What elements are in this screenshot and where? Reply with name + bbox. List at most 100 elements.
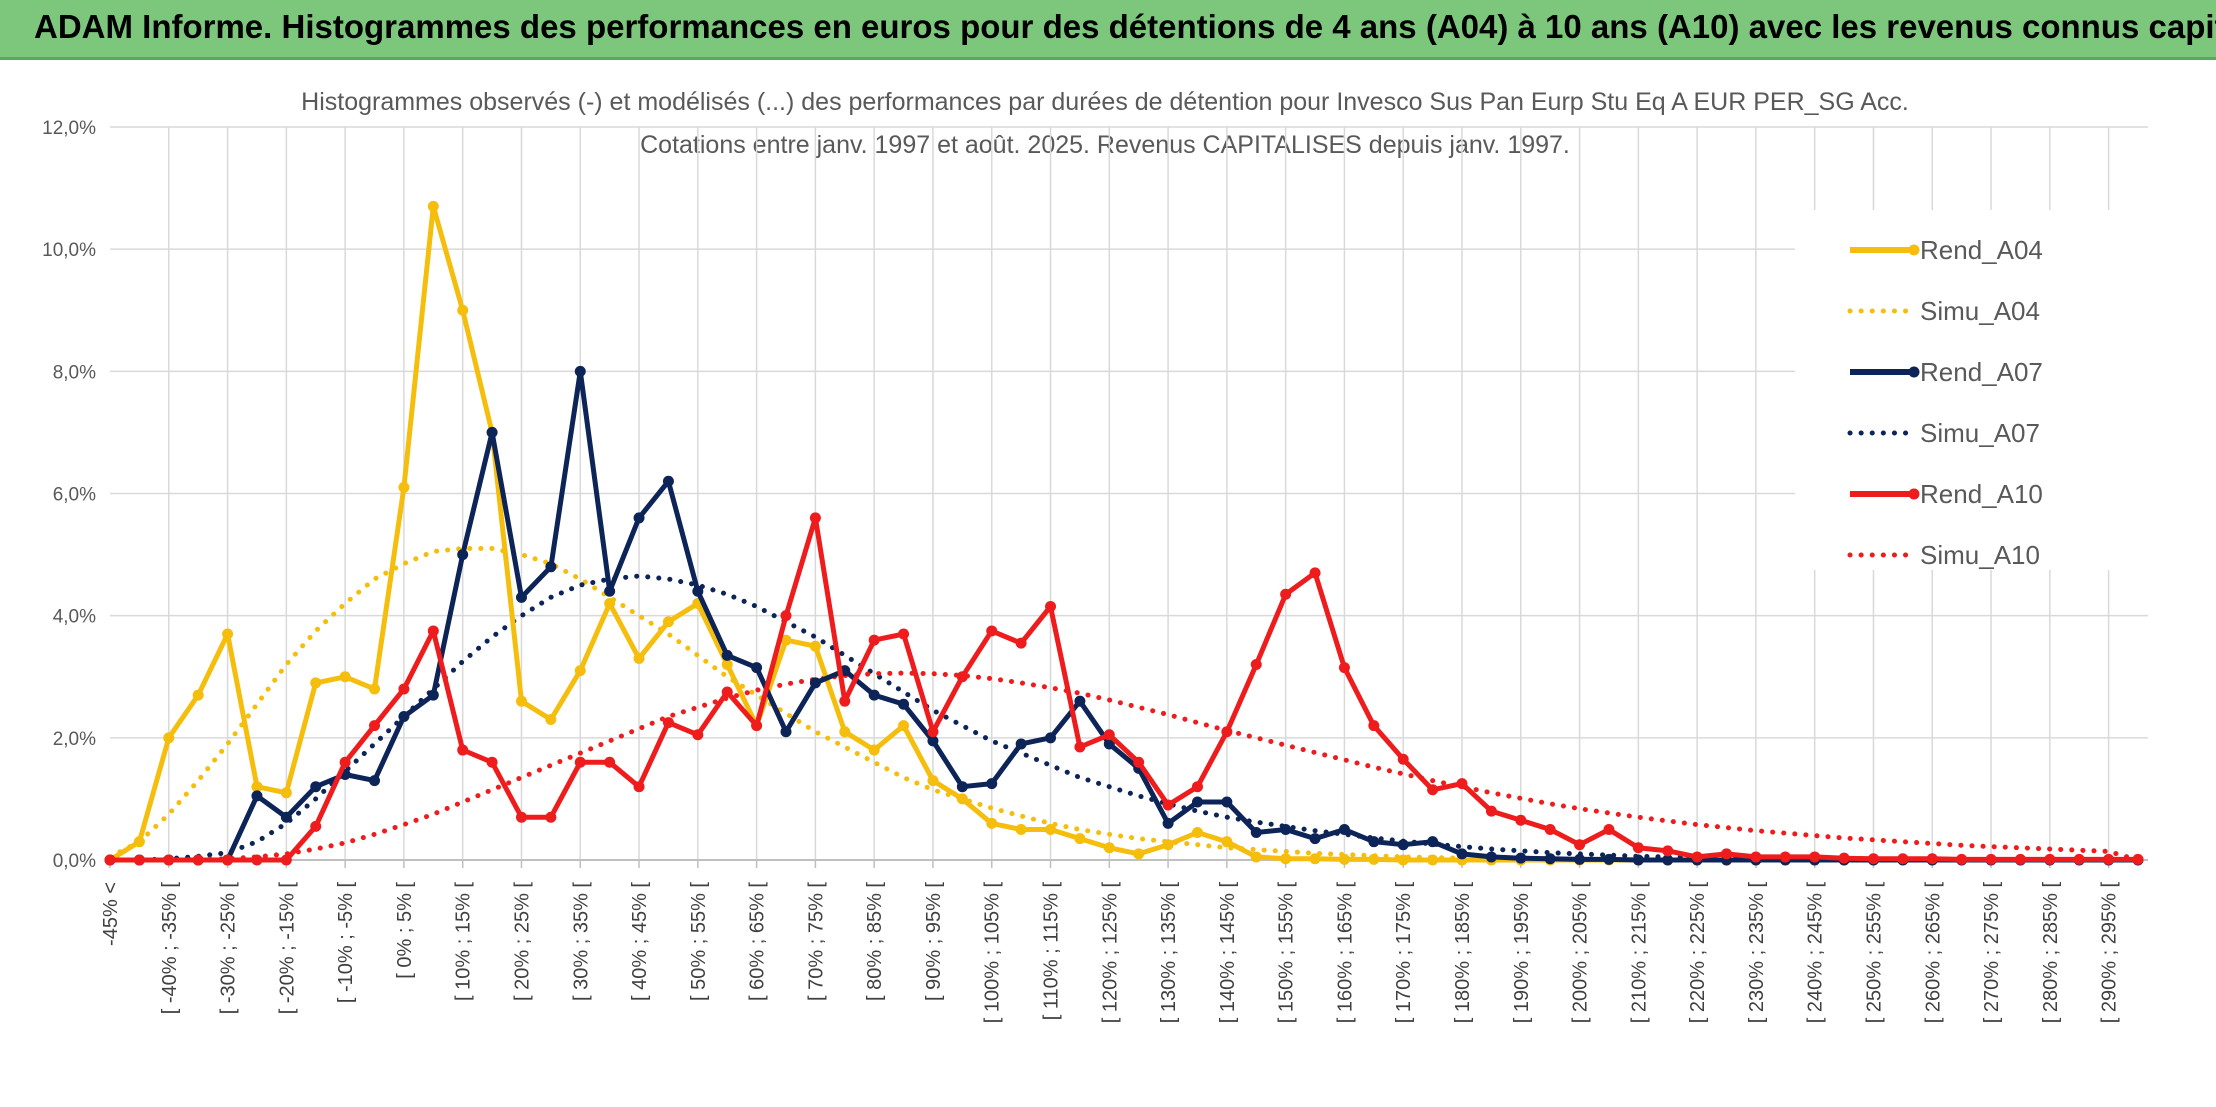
data-point-Rend_A07 xyxy=(486,426,498,438)
x-tick-label: [ 0% ; 5% [ xyxy=(394,882,416,979)
data-point-Rend_A07 xyxy=(1074,695,1086,707)
data-point-Rend_A04 xyxy=(222,628,234,640)
data-point-Rend_A10 xyxy=(1485,805,1497,817)
data-point-Rend_A10 xyxy=(133,854,145,866)
series-line-Rend_A07 xyxy=(110,368,2138,863)
data-point-Rend_A04 xyxy=(721,659,733,671)
data-point-Rend_A10 xyxy=(986,625,998,637)
x-tick-label: [ 110% ; 115% [ xyxy=(1041,882,1063,1021)
data-point-Rend_A07 xyxy=(721,649,733,661)
data-point-Rend_A10 xyxy=(1632,842,1644,854)
data-point-Rend_A04 xyxy=(1133,848,1145,860)
data-point-Rend_A10 xyxy=(839,695,851,707)
data-point-Rend_A10 xyxy=(1133,756,1145,768)
data-point-Rend_A07 xyxy=(1191,796,1203,808)
data-point-Rend_A07 xyxy=(1280,823,1292,835)
data-point-Rend_A10 xyxy=(604,756,616,768)
y-tick-label: 10,0% xyxy=(42,240,96,261)
data-point-Rend_A07 xyxy=(1662,854,1674,866)
report-title: ADAM Informe. Histogrammes des performan… xyxy=(34,8,2216,45)
y-tick-label: 8,0% xyxy=(53,362,96,383)
x-tick-label: [ 100% ; 105% [ xyxy=(982,882,1004,1024)
data-point-Rend_A04 xyxy=(545,714,557,726)
data-point-Rend_A10 xyxy=(2044,853,2056,865)
data-point-Rend_A10 xyxy=(398,683,410,695)
data-point-Rend_A10 xyxy=(1926,853,1938,865)
data-point-Rend_A04 xyxy=(339,671,351,683)
data-point-Rend_A10 xyxy=(2073,853,2085,865)
series-line-Simu_A10 xyxy=(107,670,2141,863)
data-point-Rend_A04 xyxy=(251,781,263,793)
y-tick-label: 0,0% xyxy=(53,851,96,872)
x-tick-label: [ 140% ; 145% [ xyxy=(1217,882,1239,1024)
data-point-Rend_A10 xyxy=(1015,637,1027,649)
data-point-Rend_A07 xyxy=(1574,853,1586,865)
data-point-Rend_A10 xyxy=(2132,853,2144,865)
data-point-Rend_A04 xyxy=(192,689,204,701)
data-point-Rend_A10 xyxy=(956,671,968,683)
legend-background xyxy=(1795,210,2155,570)
data-point-Rend_A07 xyxy=(1456,848,1468,860)
data-point-Rend_A10 xyxy=(280,854,292,866)
x-tick-label: [ 20% ; 25% [ xyxy=(511,882,533,1001)
data-point-Rend_A10 xyxy=(868,634,880,646)
data-point-Rend_A07 xyxy=(809,677,821,689)
x-tick-label: [ 240% ; 245% [ xyxy=(1805,882,1827,1024)
data-point-Rend_A07 xyxy=(751,662,763,674)
series-line-Rend_A10 xyxy=(110,515,2138,863)
y-tick-label: 12,0% xyxy=(42,118,96,139)
x-tick-label: [ 260% ; 265% [ xyxy=(1922,882,1944,1024)
data-point-Rend_A04 xyxy=(280,787,292,799)
series-line-Simu_A07 xyxy=(107,573,2141,863)
data-point-Rend_A07 xyxy=(898,698,910,710)
data-point-Rend_A10 xyxy=(1045,601,1057,613)
data-point-Rend_A07 xyxy=(986,778,998,790)
data-point-Rend_A10 xyxy=(2103,853,2115,865)
data-point-Rend_A10 xyxy=(222,854,234,866)
data-point-Rend_A04 xyxy=(633,652,645,664)
series-layer xyxy=(104,200,2144,866)
data-point-Rend_A07 xyxy=(1485,851,1497,863)
legend: Rend_A04 Simu_A04 Rend_A07 Simu_A07 Rend_A10… xyxy=(1795,210,2155,570)
data-point-Rend_A04 xyxy=(369,683,381,695)
data-point-Rend_A04 xyxy=(574,665,586,677)
data-point-Rend_A10 xyxy=(1515,814,1527,826)
data-point-Rend_A10 xyxy=(339,756,351,768)
data-point-Rend_A07 xyxy=(1221,796,1233,808)
data-point-Rend_A10 xyxy=(1162,799,1174,811)
report-banner: ADAM Informe. Histogrammes des performan… xyxy=(0,0,2216,60)
legend-label: Rend_A10 xyxy=(1920,479,2043,509)
legend-label: Simu_A04 xyxy=(1920,296,2040,326)
data-point-Rend_A07 xyxy=(427,689,439,701)
data-point-Rend_A10 xyxy=(1397,753,1409,765)
data-point-Rend_A04 xyxy=(1162,839,1174,851)
data-point-Rend_A04 xyxy=(927,775,939,787)
data-point-Rend_A07 xyxy=(515,591,527,603)
data-point-Rend_A10 xyxy=(545,811,557,823)
y-tick-label: 4,0% xyxy=(53,607,96,628)
x-tick-label: [ 270% ; 275% [ xyxy=(1981,882,2003,1024)
chart-title-line2: Cotations entre janv. 1997 et août. 2025… xyxy=(640,131,1570,159)
data-point-Rend_A04 xyxy=(1074,833,1086,845)
data-point-Rend_A07 xyxy=(1103,738,1115,750)
x-tick-label: [ 80% ; 85% [ xyxy=(864,882,886,1001)
data-point-Rend_A10 xyxy=(721,686,733,698)
legend-label: Simu_A10 xyxy=(1920,540,2040,570)
legend-marker-Rend_A07 xyxy=(1908,366,1920,378)
data-point-Rend_A10 xyxy=(1427,784,1439,796)
data-point-Rend_A04 xyxy=(1103,842,1115,854)
x-tick-label: [ 60% ; 65% [ xyxy=(747,882,769,1001)
x-tick-label: [ 290% ; 295% [ xyxy=(2099,882,2121,1024)
y-tick-label: 2,0% xyxy=(53,729,96,750)
data-point-Rend_A10 xyxy=(1103,729,1115,741)
data-point-Rend_A07 xyxy=(251,790,263,802)
data-point-Rend_A07 xyxy=(692,585,704,597)
data-point-Rend_A10 xyxy=(1250,659,1262,671)
data-point-Rend_A10 xyxy=(486,756,498,768)
data-point-Rend_A07 xyxy=(1368,836,1380,848)
y-tick-label: 6,0% xyxy=(53,485,96,506)
data-point-Rend_A07 xyxy=(369,775,381,787)
x-tick-label: -45% < xyxy=(100,882,122,946)
data-point-Rend_A07 xyxy=(956,781,968,793)
data-point-Rend_A10 xyxy=(1750,851,1762,863)
